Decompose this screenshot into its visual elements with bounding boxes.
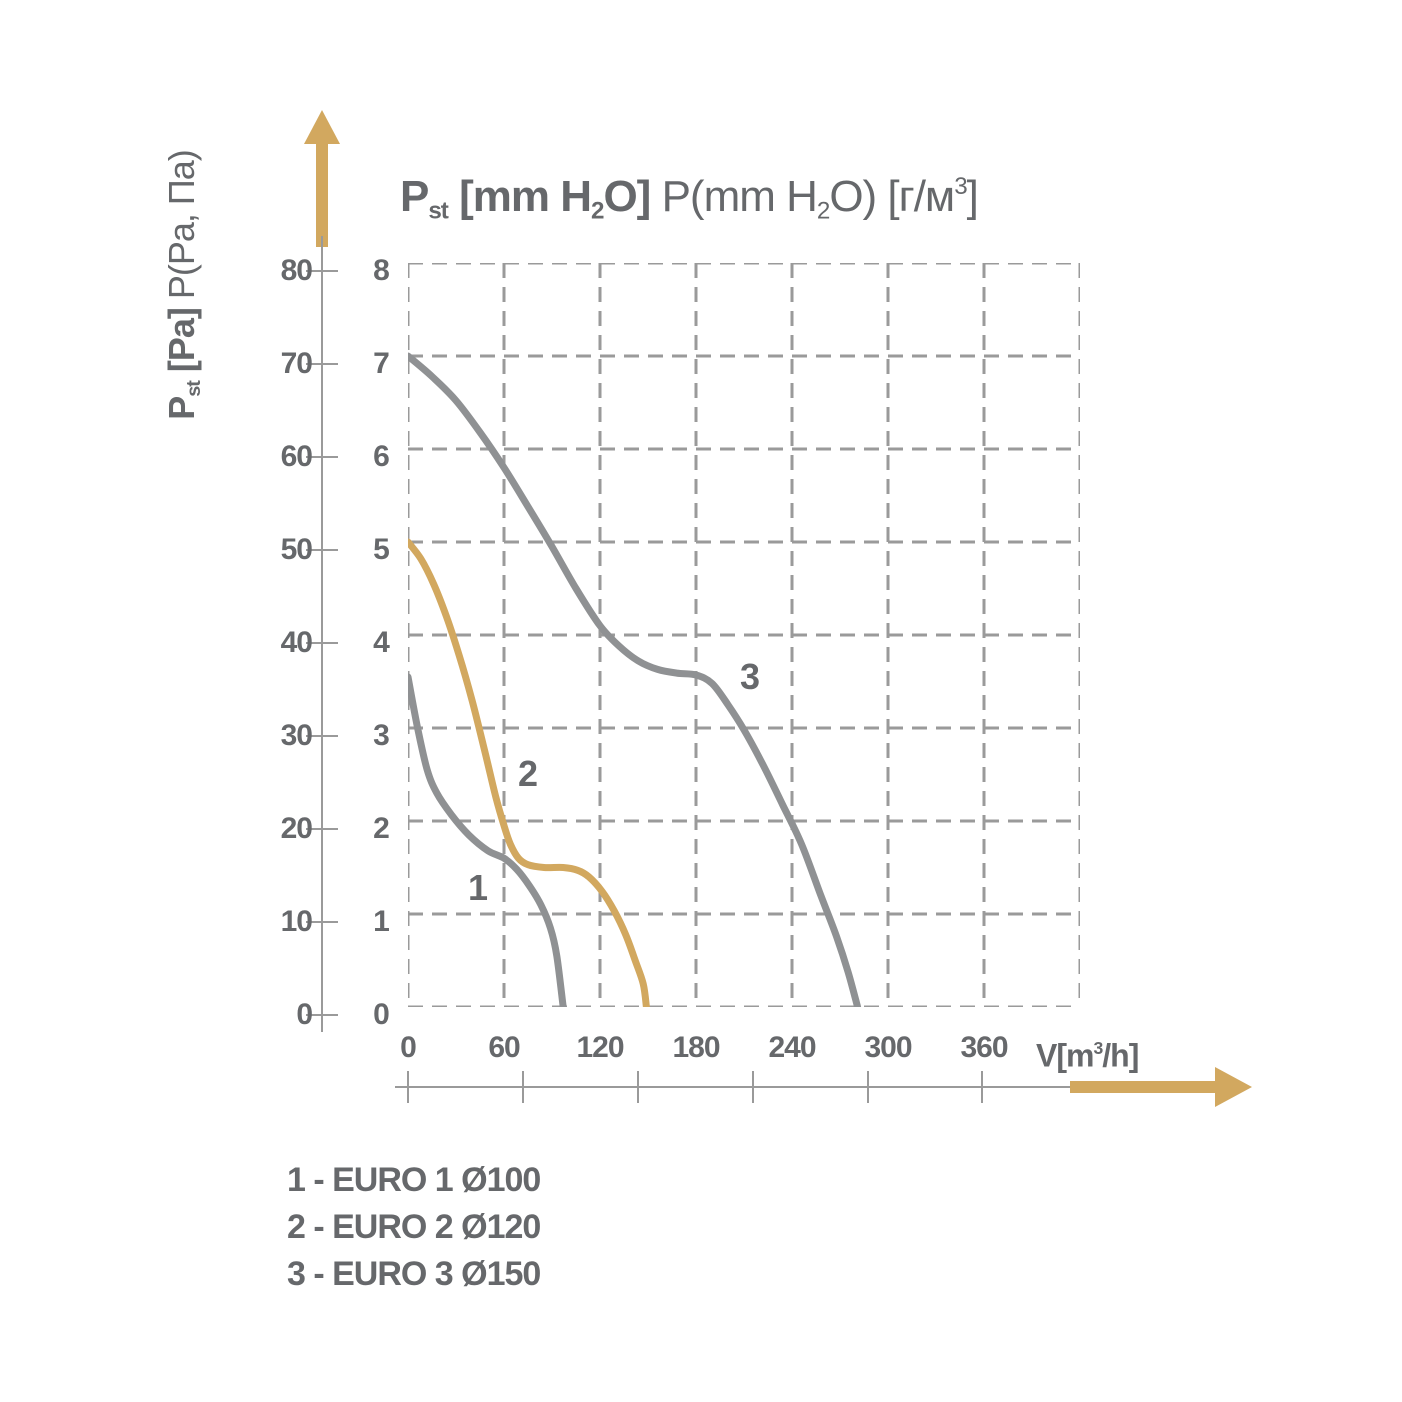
title-sub-2b: 2 [816, 197, 830, 225]
pa-tick-label: 40 [280, 626, 313, 659]
y-axis-tick [306, 363, 338, 365]
x-axis-arrow-icon [1215, 1067, 1252, 1107]
curve-label-1: 1 [467, 867, 489, 908]
x-tick-label: 0 [400, 1031, 417, 1064]
y-axis-arrow-tail [316, 142, 328, 247]
xunit-close: /h] [1102, 1037, 1139, 1074]
x-axis-tick [867, 1071, 869, 1103]
mm-tick-label: 0 [373, 998, 390, 1031]
x-axis-arrow-tail [1070, 1081, 1217, 1093]
mm-tick-label: 4 [373, 626, 390, 659]
ylabel-p: P [161, 396, 202, 420]
ylabel-pa-unit: [Pa] [161, 299, 202, 382]
pa-tick-label: 60 [280, 440, 313, 473]
x-axis-unit-label: V[m3/h] [1036, 1031, 1176, 1072]
title-reg-mid: O) [г/м [829, 172, 955, 221]
x-tick-label: 300 [864, 1031, 912, 1064]
mm-tick-label: 5 [373, 533, 390, 566]
mm-tick-label: 1 [373, 905, 390, 938]
x-tick-label: 60 [488, 1031, 520, 1064]
title-sub-st: st [428, 197, 448, 225]
plot-area [408, 263, 1080, 1007]
mm-tick-label: 6 [373, 440, 390, 473]
curve-3 [408, 352, 862, 1007]
x-axis-line [395, 1086, 1072, 1088]
y-axis-tick [306, 1014, 338, 1016]
pa-tick-label: 80 [280, 254, 313, 287]
x-tick-label: 120 [576, 1031, 624, 1064]
x-tick-label: 360 [960, 1031, 1008, 1064]
title-reg-open: P(mm H [661, 172, 818, 221]
mm-tick-label: 2 [373, 812, 390, 845]
pa-tick-label: 0 [296, 998, 313, 1031]
pa-tick-label: 50 [280, 533, 313, 566]
x-axis-tick [752, 1071, 754, 1103]
x-axis-tick [522, 1071, 524, 1103]
chart-title: Pst [mm H2O] P(mm H2O) [г/м3] [400, 172, 979, 225]
x-axis-tick [407, 1071, 409, 1103]
pa-tick-label: 70 [280, 347, 313, 380]
legend-item-euro1: 1 - EURO 1 Ø100 [287, 1161, 541, 1199]
xunit-sup-3: 3 [1093, 1038, 1103, 1058]
y-axis-label: Pst [Pa] P(Pa, Па) [161, 135, 205, 435]
pa-tick-label: 30 [280, 719, 313, 752]
curve-2 [408, 538, 650, 1007]
legend-item-euro2: 2 - EURO 2 Ø120 [287, 1208, 541, 1246]
y-axis-tick [306, 642, 338, 644]
y-axis-tick [306, 921, 338, 923]
title-sub-2a: 2 [591, 197, 604, 225]
x-tick-label: 240 [768, 1031, 816, 1064]
pa-tick-label: 10 [280, 905, 313, 938]
ylabel-reg: P(Pa, Па) [161, 150, 202, 300]
legend-item-euro3: 3 - EURO 3 Ø150 [287, 1255, 541, 1293]
x-axis-tick [637, 1071, 639, 1103]
y-axis-tick [306, 549, 338, 551]
ylabel-sub-st: st [182, 381, 205, 397]
mm-tick-label: 7 [373, 347, 390, 380]
curve-label-2: 2 [517, 753, 539, 794]
y-axis-tick [306, 828, 338, 830]
curve-label-3: 3 [739, 656, 761, 697]
pa-tick-label: 20 [280, 812, 313, 845]
y-axis-arrow-icon [304, 110, 340, 144]
title-reg-close: ] [966, 172, 979, 221]
y-axis-line [321, 236, 323, 1032]
legend: 1 - EURO 1 Ø100 2 - EURO 2 Ø120 3 - EURO… [287, 1157, 541, 1298]
mm-tick-label: 8 [373, 254, 390, 287]
curve-1 [408, 673, 567, 1007]
x-tick-label: 180 [672, 1031, 720, 1064]
mm-tick-label: 3 [373, 719, 390, 752]
y-axis-tick [306, 270, 338, 272]
xunit-open: V[m [1036, 1037, 1094, 1074]
title-mm-close: O] [603, 172, 662, 221]
x-axis-tick [981, 1071, 983, 1103]
title-p: P [400, 172, 429, 221]
title-mm-open: [mm H [447, 172, 592, 221]
y-axis-tick [306, 735, 338, 737]
y-axis-tick [306, 456, 338, 458]
title-sup-3: 3 [954, 173, 967, 201]
